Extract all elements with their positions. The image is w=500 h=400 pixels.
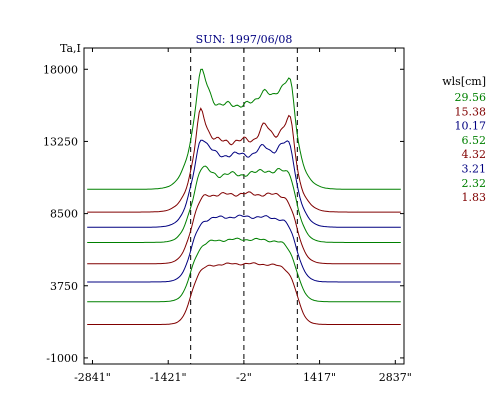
limb-markers: [190, 48, 298, 364]
y-tick-label: 8500: [50, 208, 78, 221]
y-tick-label: 3750: [50, 280, 78, 293]
legend-entry: 10.17: [455, 120, 487, 133]
legend-entry: 29.56: [455, 91, 487, 104]
x-tick-label: -1421": [150, 371, 187, 384]
series-line: [87, 214, 401, 283]
chart-title: SUN: 1997/06/08: [196, 33, 293, 46]
legend-entry: 6.52: [462, 134, 487, 147]
legend-entry: 4.32: [462, 148, 487, 161]
y-tick-label: 13250: [43, 135, 78, 148]
series-line: [87, 165, 401, 243]
legend-entry: 15.38: [455, 105, 487, 118]
legend-entry: 2.32: [462, 177, 487, 190]
x-tick-label: -2841": [74, 371, 111, 384]
y-tick-label: -1000: [46, 352, 78, 365]
x-tick-label: 1417": [303, 371, 336, 384]
series-line: [87, 139, 401, 228]
y-axis: 18000 13250 8500 3750 -1000: [43, 63, 404, 365]
legend-title: wls[cm]: [442, 75, 486, 88]
legend-entry: 1.83: [462, 191, 487, 204]
y-axis-label: Ta,I: [60, 42, 81, 55]
series-line: [87, 237, 401, 303]
legend-entry: 3.21: [462, 163, 487, 176]
x-axis: -2841" -1421" -2" 1417" 2837": [74, 48, 412, 384]
series-line: [87, 68, 401, 190]
series-line: [87, 191, 401, 265]
series-line: [87, 262, 401, 325]
series-lines: [87, 68, 401, 325]
y-tick-label: 18000: [43, 63, 78, 76]
series-line: [87, 107, 401, 213]
x-tick-label: -2": [236, 371, 252, 384]
x-tick-label: 2837": [379, 371, 412, 384]
